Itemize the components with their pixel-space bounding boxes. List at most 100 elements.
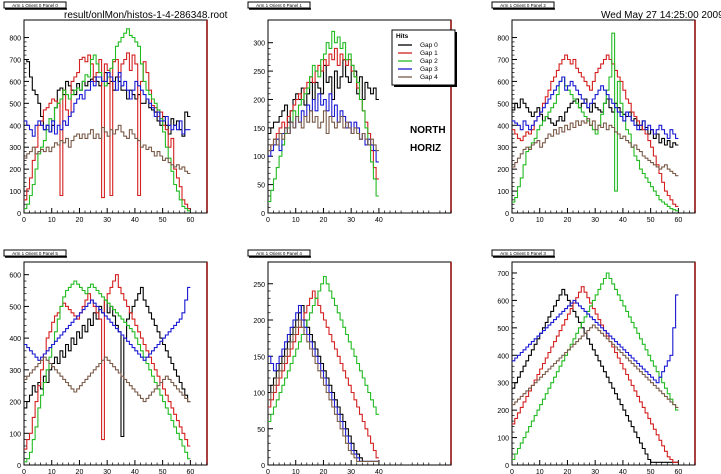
panel-title: Arm 1 Orient 0 Panel 0	[12, 3, 58, 8]
file-label: result/onlMon/histos-1-4-286348.root	[64, 10, 228, 21]
y-tick-label: 50	[257, 183, 265, 190]
y-tick-label: 500	[497, 326, 509, 333]
legend-box	[391, 29, 456, 86]
series-line-gap-0	[512, 288, 679, 463]
x-tick-label: 20	[320, 217, 328, 224]
y-tick-label: 200	[9, 167, 21, 174]
x-tick-label: 20	[564, 217, 572, 224]
y-tick-label: 300	[497, 145, 509, 152]
series-line-gap-4	[512, 324, 679, 408]
series-line-gap-1	[268, 290, 379, 459]
panel-title-box	[491, 1, 555, 9]
series-line-gap-4	[268, 110, 379, 152]
y-tick-label: 500	[9, 101, 21, 108]
y-tick-label: 200	[253, 318, 265, 325]
x-tick-label: 0	[22, 217, 26, 224]
x-tick-label: 60	[674, 217, 682, 224]
y-tick-label: 400	[497, 123, 509, 130]
y-tick-label: 0	[17, 463, 21, 470]
x-tick-label: 40	[619, 469, 627, 474]
series-line-gap-4	[24, 124, 191, 175]
y-tick-label: 700	[497, 57, 509, 64]
x-tick-label: 10	[48, 469, 56, 474]
x-tick-label: 0	[510, 217, 514, 224]
x-tick-label: 20	[76, 469, 84, 474]
chart-panel-2: Arm 1 Orient 0 Panel 2010020030040050060…	[491, 1, 696, 224]
y-tick-label: 500	[497, 101, 509, 108]
legend-entry-label: Gap 2	[420, 58, 438, 65]
series-line-gap-3	[512, 294, 679, 384]
y-tick-label: 0	[505, 463, 509, 470]
y-tick-label: 0	[17, 211, 21, 218]
x-tick-label: 50	[647, 469, 655, 474]
annotation-north: NORTH	[410, 125, 446, 136]
chart-panel-4: Arm 1 Orient 0 Panel 4 0 50 100 150 200 250 0 10…	[247, 249, 452, 474]
legend-entry-label: Gap 3	[420, 66, 438, 73]
series-line-gap-3	[512, 76, 679, 139]
panel-title: Arm 1 Orient 0 Panel 4	[256, 251, 302, 256]
x-tick-label: 60	[674, 469, 682, 474]
panel-title-box	[3, 1, 67, 9]
x-tick-label: 20	[320, 469, 328, 474]
y-tick-label: 300	[9, 368, 21, 375]
y-tick-label: 100	[497, 436, 509, 443]
legend-entry-label: Gap 0	[420, 42, 438, 49]
panel-title-box	[247, 249, 311, 257]
series-line-gap-1	[512, 286, 679, 463]
y-tick-label: 250	[253, 69, 265, 76]
x-tick-label: 10	[292, 217, 300, 224]
series-line-gap-2	[512, 272, 679, 461]
x-tick-label: 30	[103, 469, 111, 474]
series-line-gap-4	[512, 118, 679, 177]
chart-panel-1: Arm 1 Orient 0 Panel 1050100150200250300…	[247, 1, 452, 224]
x-tick-label: 40	[619, 217, 627, 224]
y-tick-label: 400	[9, 123, 21, 130]
chart-panel-3: Arm 1 Orient 0 Panel 5010020030040050060…	[3, 249, 208, 474]
y-tick-label: 100	[253, 391, 265, 398]
y-tick-label: 150	[253, 126, 265, 133]
x-tick-label: 10	[48, 217, 56, 224]
panel-title-box	[491, 249, 555, 257]
y-tick-label: 600	[497, 298, 509, 305]
x-tick-label: 50	[159, 469, 167, 474]
y-tick-label: 400	[9, 336, 21, 343]
x-tick-label: 10	[536, 469, 544, 474]
x-tick-label: 20	[564, 469, 572, 474]
series-line-gap-2	[268, 275, 379, 423]
panel-title: Arm 1 Orient 0 Panel 1	[256, 3, 302, 8]
x-tick-label: 30	[347, 469, 355, 474]
x-tick-label: 0	[266, 217, 270, 224]
x-tick-label: 10	[536, 217, 544, 224]
panel-title: Arm 1 Orient 0 Panel 3	[500, 251, 546, 256]
x-tick-label: 40	[131, 217, 139, 224]
y-tick-label: 600	[497, 79, 509, 86]
y-tick-label: 200	[253, 97, 265, 104]
x-tick-label: 20	[76, 217, 84, 224]
y-tick-label: 200	[9, 400, 21, 407]
y-tick-label: 100	[253, 154, 265, 161]
y-tick-label: 100	[9, 189, 21, 196]
x-tick-label: 10	[292, 469, 300, 474]
series-line-gap-4	[24, 356, 191, 403]
y-tick-label: 300	[497, 381, 509, 388]
y-tick-label: 700	[497, 271, 509, 278]
y-tick-label: 0	[261, 463, 265, 470]
x-tick-label: 30	[103, 217, 111, 224]
series-line-gap-4	[268, 319, 379, 462]
y-tick-label: 50	[257, 427, 265, 434]
legend-entry-label: Gap 1	[420, 50, 438, 57]
x-tick-label: 40	[375, 469, 383, 474]
series-line-gap-1	[24, 274, 191, 450]
y-tick-label: 700	[9, 57, 21, 64]
series-line-gap-2	[512, 32, 679, 212]
y-tick-label: 600	[9, 273, 21, 280]
x-tick-label: 40	[131, 469, 139, 474]
y-tick-label: 250	[253, 282, 265, 289]
y-tick-label: 300	[253, 41, 265, 48]
panel-title: Arm 1 Orient 0 Panel 5	[12, 251, 58, 256]
y-tick-label: 500	[9, 304, 21, 311]
y-tick-label: 0	[261, 211, 265, 218]
x-tick-label: 60	[186, 217, 194, 224]
